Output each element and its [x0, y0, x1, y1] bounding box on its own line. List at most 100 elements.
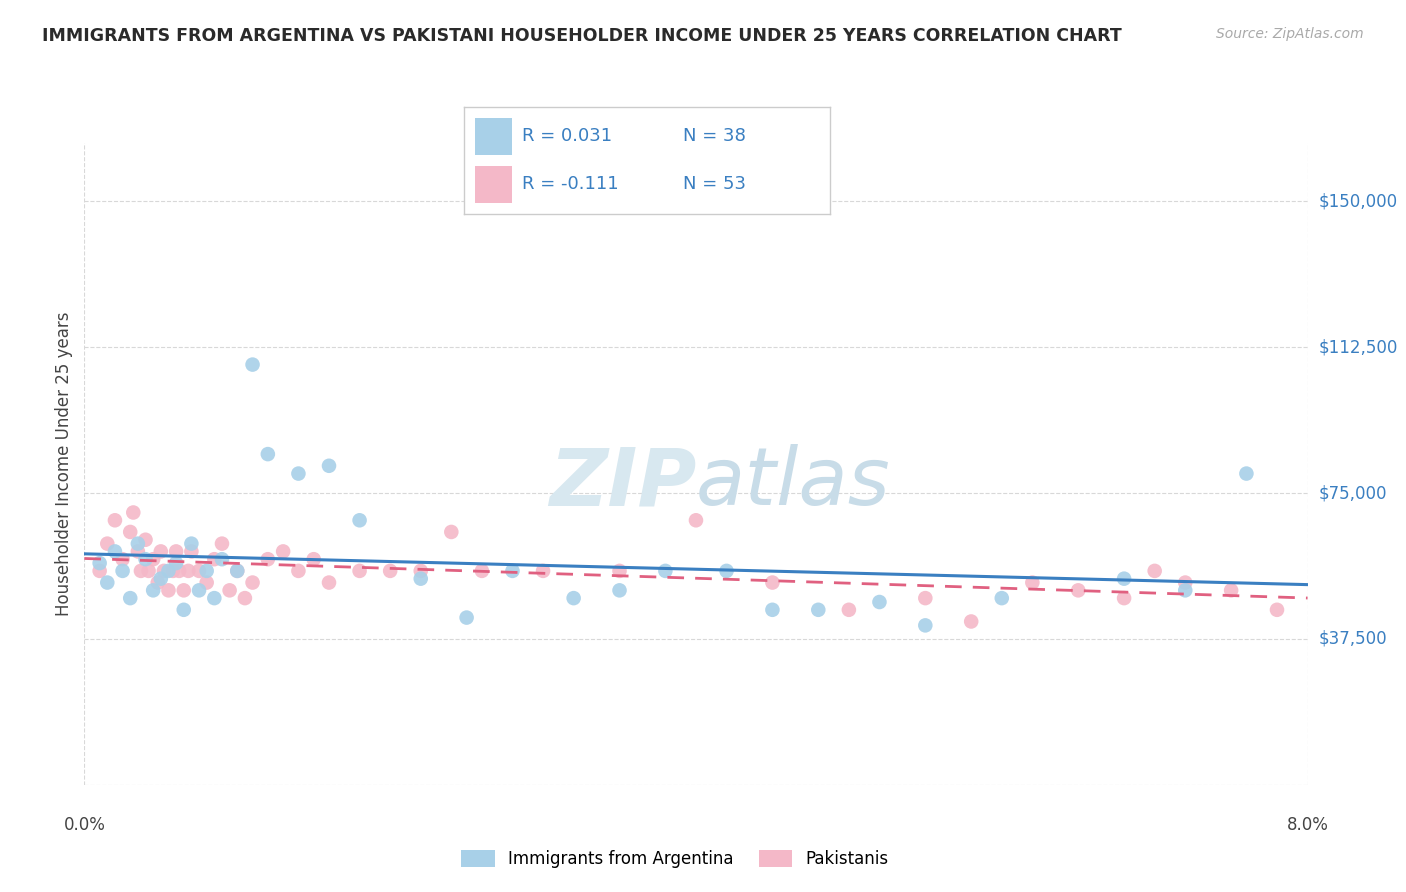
- Point: [869, 595, 891, 609]
- Point: [162, 564, 184, 578]
- Text: atlas: atlas: [696, 444, 891, 522]
- Point: [165, 556, 187, 570]
- Point: [129, 564, 152, 578]
- Point: [287, 564, 309, 578]
- Point: [1265, 603, 1288, 617]
- Point: [180, 536, 202, 550]
- Point: [1174, 583, 1197, 598]
- Point: [127, 536, 149, 550]
- FancyBboxPatch shape: [475, 118, 512, 155]
- Point: [609, 583, 631, 598]
- Point: [685, 513, 707, 527]
- Legend: Immigrants from Argentina, Pakistanis: Immigrants from Argentina, Pakistanis: [454, 843, 896, 875]
- Point: [1114, 572, 1136, 586]
- Point: [146, 575, 169, 590]
- Point: [960, 615, 983, 629]
- Point: [142, 552, 165, 566]
- Point: [562, 591, 585, 606]
- Point: [89, 556, 111, 570]
- Point: [242, 575, 264, 590]
- Text: N = 38: N = 38: [683, 127, 747, 145]
- Point: [349, 564, 371, 578]
- Point: [761, 575, 783, 590]
- Point: [531, 564, 554, 578]
- Text: $37,500: $37,500: [1319, 630, 1388, 648]
- Point: [111, 564, 134, 578]
- Text: R = 0.031: R = 0.031: [523, 127, 613, 145]
- Point: [157, 564, 180, 578]
- Point: [716, 564, 738, 578]
- Point: [127, 544, 149, 558]
- Point: [349, 513, 371, 527]
- Point: [380, 564, 402, 578]
- Point: [761, 603, 783, 617]
- Point: [609, 564, 631, 578]
- Point: [990, 591, 1012, 606]
- Point: [1234, 467, 1257, 481]
- Point: [188, 564, 211, 578]
- Point: [111, 552, 134, 566]
- Point: [153, 564, 176, 578]
- Point: [302, 552, 325, 566]
- Point: [120, 524, 142, 539]
- Point: [242, 358, 264, 372]
- Text: N = 53: N = 53: [683, 175, 747, 193]
- Point: [226, 564, 249, 578]
- Point: [838, 603, 860, 617]
- Point: [104, 544, 127, 558]
- Point: [202, 591, 225, 606]
- Point: [142, 583, 165, 598]
- Point: [202, 552, 225, 566]
- Point: [167, 564, 190, 578]
- Point: [149, 572, 172, 586]
- Point: [165, 544, 187, 558]
- Point: [233, 591, 256, 606]
- Point: [122, 506, 145, 520]
- Text: 0.0%: 0.0%: [63, 815, 105, 833]
- Point: [409, 572, 432, 586]
- FancyBboxPatch shape: [475, 166, 512, 203]
- Point: [471, 564, 494, 578]
- Text: $75,000: $75,000: [1319, 484, 1388, 502]
- Point: [1143, 564, 1166, 578]
- Text: $112,500: $112,500: [1319, 338, 1398, 356]
- Point: [180, 544, 202, 558]
- Point: [188, 583, 211, 598]
- Point: [218, 583, 240, 598]
- Point: [654, 564, 676, 578]
- Point: [195, 564, 218, 578]
- Point: [120, 591, 142, 606]
- Text: ZIP: ZIP: [548, 444, 696, 522]
- Point: [456, 610, 478, 624]
- Point: [1067, 583, 1090, 598]
- Point: [104, 513, 127, 527]
- Point: [96, 536, 118, 550]
- Point: [211, 552, 233, 566]
- Point: [1220, 583, 1243, 598]
- Text: 8.0%: 8.0%: [1286, 815, 1329, 833]
- Point: [89, 564, 111, 578]
- Point: [1114, 591, 1136, 606]
- Point: [211, 536, 233, 550]
- Text: $150,000: $150,000: [1319, 192, 1398, 211]
- Point: [914, 591, 936, 606]
- Point: [226, 564, 249, 578]
- Point: [1174, 575, 1197, 590]
- Point: [318, 458, 340, 473]
- Point: [501, 564, 523, 578]
- Point: [287, 467, 309, 481]
- Text: IMMIGRANTS FROM ARGENTINA VS PAKISTANI HOUSEHOLDER INCOME UNDER 25 YEARS CORRELA: IMMIGRANTS FROM ARGENTINA VS PAKISTANI H…: [42, 27, 1122, 45]
- Point: [135, 533, 157, 547]
- Point: [1021, 575, 1043, 590]
- Point: [257, 552, 280, 566]
- Point: [195, 575, 218, 590]
- Text: R = -0.111: R = -0.111: [523, 175, 619, 193]
- Point: [409, 564, 432, 578]
- Point: [440, 524, 463, 539]
- Point: [914, 618, 936, 632]
- Point: [271, 544, 294, 558]
- Point: [257, 447, 280, 461]
- Point: [173, 603, 195, 617]
- Text: Source: ZipAtlas.com: Source: ZipAtlas.com: [1216, 27, 1364, 41]
- Point: [173, 583, 195, 598]
